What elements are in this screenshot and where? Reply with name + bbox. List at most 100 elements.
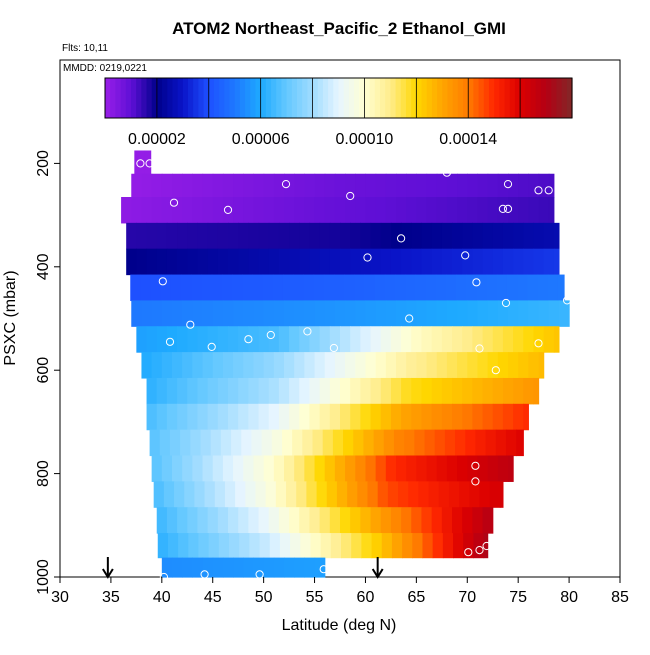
- heatmap-cell: [253, 173, 265, 198]
- x-tick-label: 65: [407, 589, 425, 606]
- heatmap-cell: [182, 455, 193, 482]
- heatmap-cell: [553, 326, 560, 353]
- heatmap-cell: [284, 455, 295, 482]
- observation-point: [503, 180, 513, 189]
- heatmap-cell: [228, 377, 239, 405]
- heatmap-cell: [384, 274, 396, 302]
- heatmap-cell: [278, 377, 290, 405]
- heatmap-cell: [258, 222, 270, 250]
- heatmap-cell: [233, 557, 244, 578]
- heatmap-cell: [436, 173, 448, 198]
- heatmap-cell: [466, 274, 478, 302]
- heatmap-cell: [477, 455, 489, 482]
- heatmap-cell: [483, 533, 489, 559]
- heatmap-cell: [404, 429, 415, 457]
- heatmap-cell: [518, 300, 529, 327]
- heatmap-cell: [375, 197, 387, 224]
- heatmap-cell: [446, 300, 458, 327]
- colorbar-segment: [343, 78, 350, 118]
- heatmap-cell: [432, 533, 444, 559]
- heatmap-cell: [370, 222, 382, 250]
- colorbar-segment: [540, 78, 547, 118]
- heatmap-cell: [309, 222, 321, 250]
- heatmap-cell: [212, 300, 224, 327]
- colorbar-segment: [488, 78, 495, 118]
- heatmap-cell: [163, 481, 175, 508]
- heatmap-cell: [150, 274, 162, 302]
- heatmap-cell: [502, 377, 514, 405]
- heatmap-cell: [411, 326, 423, 353]
- heatmap-cell: [360, 377, 372, 405]
- colorbar-segment: [499, 78, 506, 118]
- heatmap-cell: [527, 274, 539, 302]
- heatmap-cell: [380, 507, 392, 534]
- heatmap-cell: [345, 455, 356, 482]
- colorbar-tick-label: 0.00006: [232, 131, 290, 148]
- colorbar-segment: [509, 78, 516, 118]
- heatmap-cell: [141, 173, 153, 198]
- heatmap-cell: [452, 326, 463, 353]
- y-tick-label: 400: [35, 253, 52, 280]
- heatmap-cell: [360, 326, 372, 353]
- colorbar-segment: [369, 78, 376, 118]
- heatmap-cell: [462, 507, 473, 534]
- heatmap-cell: [553, 222, 560, 250]
- observation-point: [207, 342, 216, 351]
- heatmap-cell: [390, 248, 402, 276]
- heatmap-cell: [177, 377, 188, 405]
- heatmap-cell: [159, 429, 171, 457]
- heatmap-cell: [365, 173, 377, 198]
- observation-point: [363, 253, 372, 262]
- heatmap-cell: [217, 222, 229, 250]
- heatmap-cell: [259, 533, 271, 559]
- heatmap-cell: [228, 248, 239, 276]
- heatmap-cell: [306, 481, 318, 508]
- heatmap-cell: [136, 326, 148, 353]
- heatmap-cell: [157, 533, 169, 559]
- heatmap-cell: [281, 429, 293, 457]
- heatmap-cell: [472, 248, 484, 276]
- heatmap-cell: [421, 377, 433, 405]
- heatmap-cell: [553, 248, 560, 276]
- heatmap-cell: [361, 533, 373, 559]
- colorbar-segment: [468, 78, 475, 118]
- heatmap-cell: [538, 173, 550, 198]
- heatmap-cell: [472, 222, 484, 250]
- heatmap-cell: [497, 455, 509, 482]
- colorbar-segment: [504, 78, 511, 118]
- heatmap-cell: [204, 481, 216, 508]
- colorbar-segment: [437, 78, 443, 118]
- heatmap-cell: [248, 222, 260, 250]
- heatmap-cell: [405, 274, 416, 302]
- heatmap-cell: [300, 533, 312, 559]
- colorbar-segment: [156, 78, 163, 118]
- heatmap-cell: [269, 533, 281, 559]
- heatmap-cell: [197, 403, 209, 431]
- heatmap-cell: [228, 507, 239, 534]
- heatmap-cell: [245, 481, 257, 508]
- heatmap-cell: [467, 300, 479, 327]
- heatmap-cell: [202, 197, 214, 224]
- heatmap-cell: [217, 507, 229, 534]
- heatmap-cell: [253, 557, 265, 578]
- heatmap-cell: [192, 197, 204, 224]
- heatmap-cell: [293, 274, 304, 302]
- x-tick-label: 80: [560, 589, 578, 606]
- heatmap-cell: [462, 403, 473, 431]
- heatmap-cell: [341, 533, 352, 559]
- heatmap-cell: [182, 197, 193, 224]
- heatmap-cell: [314, 173, 326, 198]
- heatmap-cell: [222, 173, 234, 198]
- heatmap-cell: [220, 429, 232, 457]
- heatmap-cell: [385, 455, 397, 482]
- colorbar-segment: [229, 78, 236, 118]
- heatmap-cell: [251, 429, 263, 457]
- heatmap-cell: [304, 197, 316, 224]
- heatmap-cell: [299, 326, 311, 353]
- x-axis: 30 35 40 45 50 55 60 65 70 75 80 85: [51, 577, 629, 606]
- colorbar-segment: [208, 78, 215, 118]
- observation-point: [475, 344, 484, 353]
- heatmap-cell: [314, 300, 326, 327]
- heatmap-cell: [166, 326, 178, 353]
- heatmap-cell: [373, 429, 385, 457]
